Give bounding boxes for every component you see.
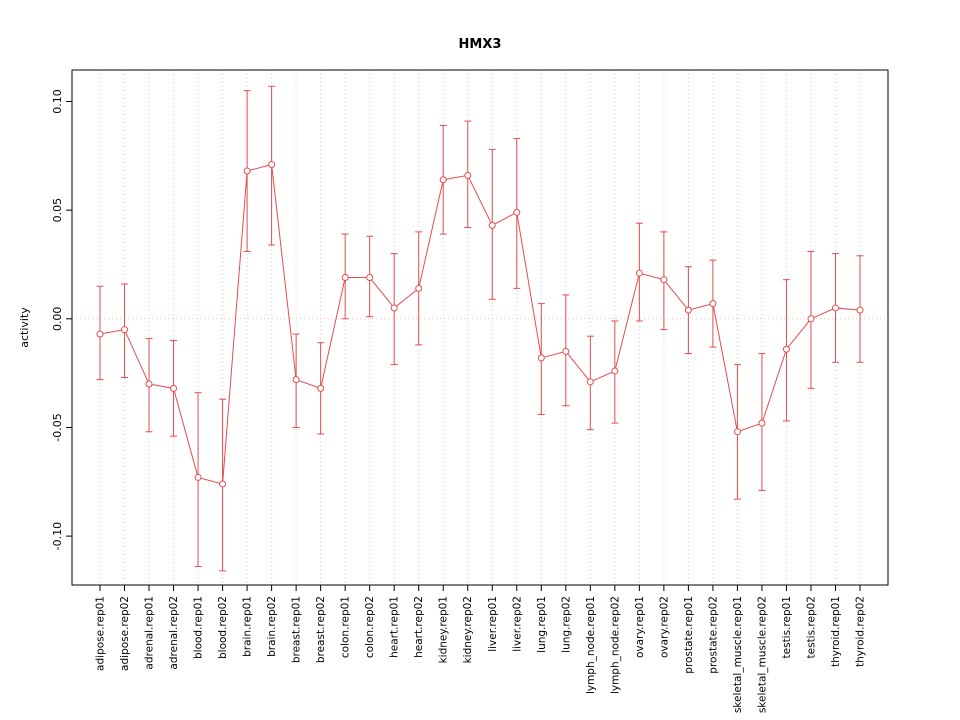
- data-point: [684, 306, 692, 314]
- x-tick-label: lung.rep02: [560, 596, 572, 653]
- data-point: [782, 345, 790, 353]
- data-point: [243, 167, 251, 175]
- data-point: [709, 300, 717, 308]
- data-point: [488, 221, 496, 229]
- x-tick-label: ovary.rep02: [658, 596, 670, 658]
- data-point: [366, 274, 374, 282]
- chart-title: HMX3: [458, 37, 502, 52]
- data-point: [96, 330, 104, 338]
- data-point: [415, 284, 423, 292]
- x-tick-label: breast.rep01: [291, 596, 303, 663]
- x-tick-label: adrenal.rep02: [168, 596, 180, 670]
- data-point: [292, 376, 300, 384]
- x-tick-label: blood.rep01: [193, 596, 205, 659]
- y-tick-label: -0.05: [51, 413, 64, 441]
- x-tick-label: brain.rep02: [266, 596, 278, 657]
- data-point: [660, 276, 668, 284]
- x-tick-label: skeletal_muscle.rep01: [732, 596, 744, 713]
- series-line: [99, 163, 861, 485]
- x-tick-label: testis.rep01: [781, 596, 793, 658]
- x-tick-label: blood.rep02: [217, 596, 229, 659]
- data-point: [219, 480, 227, 488]
- y-tick-label: -0.10: [51, 522, 64, 550]
- data-point: [807, 315, 815, 323]
- y-tick-label: 0.05: [51, 198, 64, 223]
- x-tick-label: breast.rep02: [315, 596, 327, 663]
- data-point: [268, 161, 276, 169]
- x-tick-label: adipose.rep01: [95, 596, 107, 671]
- data-point: [758, 419, 766, 427]
- data-point: [611, 367, 619, 375]
- data-point: [586, 378, 594, 386]
- data-point: [856, 306, 864, 314]
- x-tick-label: ovary.rep01: [634, 596, 646, 658]
- x-tick-label: brain.rep01: [242, 596, 254, 657]
- data-point: [145, 380, 153, 388]
- data-point: [341, 274, 349, 282]
- x-tick-label: thyroid.rep01: [830, 596, 842, 667]
- x-tick-label: lymph_node.rep02: [609, 596, 621, 694]
- data-point: [733, 428, 741, 436]
- x-tick-label: adrenal.rep01: [144, 596, 156, 670]
- x-tick-label: kidney.rep02: [462, 596, 474, 663]
- data-point: [439, 176, 447, 184]
- x-tick-label: liver.rep01: [487, 596, 499, 652]
- y-tick-label: 0.00: [51, 307, 64, 332]
- data-point: [513, 208, 521, 216]
- data-point: [537, 354, 545, 362]
- data-point: [562, 347, 570, 355]
- x-tick-label: thyroid.rep02: [855, 596, 867, 667]
- x-tick-label: prostate.rep01: [683, 596, 695, 674]
- data-point: [831, 304, 839, 312]
- x-tick-label: colon.rep02: [364, 596, 376, 658]
- data-point: [635, 269, 643, 277]
- x-tick-label: adipose.rep02: [119, 596, 131, 671]
- x-tick-label: prostate.rep02: [707, 596, 719, 674]
- x-tick-label: testis.rep02: [805, 596, 817, 658]
- x-tick-label: kidney.rep01: [438, 596, 450, 663]
- plot-border: [71, 69, 889, 586]
- data-point: [170, 384, 178, 392]
- data-point: [121, 326, 129, 334]
- data-point: [464, 171, 472, 179]
- data-point: [194, 473, 202, 481]
- x-tick-label: heart.rep02: [413, 596, 425, 658]
- x-tick-label: lung.rep01: [536, 596, 548, 653]
- data-point: [390, 304, 398, 312]
- y-axis-label: activity: [18, 307, 31, 348]
- x-tick-label: skeletal_muscle.rep02: [756, 596, 768, 713]
- y-tick-label: 0.10: [51, 89, 64, 114]
- x-tick-label: liver.rep02: [511, 596, 523, 652]
- x-tick-label: lymph_node.rep01: [585, 596, 597, 694]
- data-point: [317, 384, 325, 392]
- x-tick-label: colon.rep01: [340, 596, 352, 658]
- x-tick-label: heart.rep01: [389, 596, 401, 658]
